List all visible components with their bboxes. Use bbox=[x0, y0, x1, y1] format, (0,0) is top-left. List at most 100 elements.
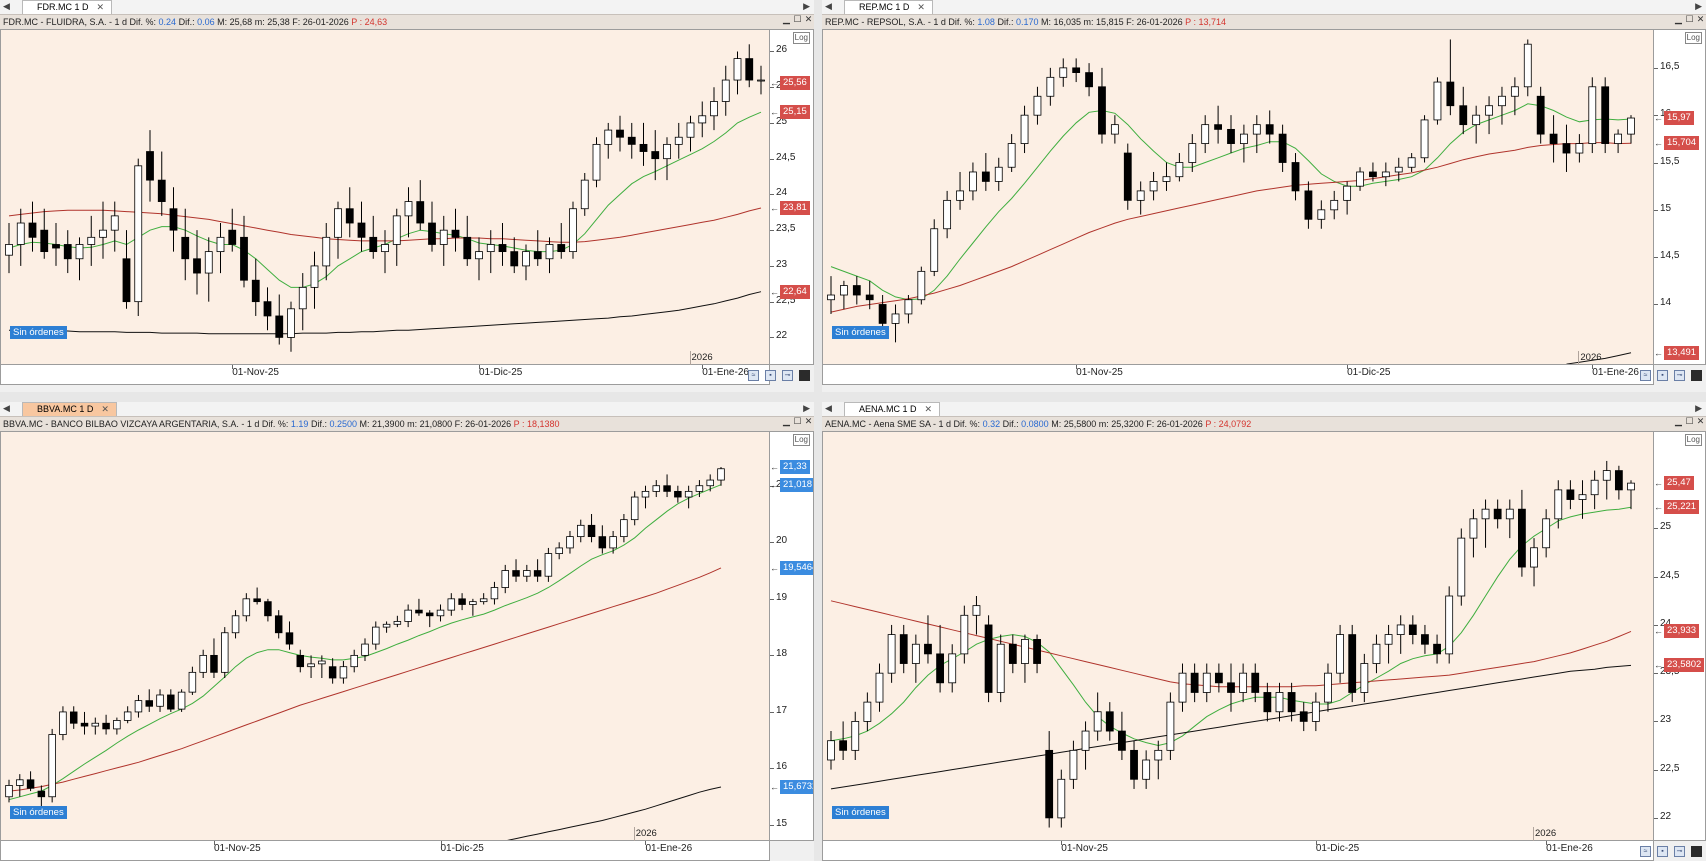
tab-chart[interactable]: REP.MC 1 D ✕ bbox=[844, 0, 933, 14]
candle bbox=[69, 706, 78, 729]
candle bbox=[1493, 499, 1502, 529]
candle-body-up bbox=[1007, 143, 1016, 168]
candle bbox=[924, 615, 932, 664]
plot-area[interactable] bbox=[822, 29, 1654, 365]
close-icon[interactable]: ✕ bbox=[101, 404, 109, 414]
candle bbox=[134, 158, 143, 316]
horizontal-divider[interactable] bbox=[0, 392, 1706, 402]
save-icon[interactable]: ▪ bbox=[1657, 369, 1668, 381]
log-toggle[interactable]: Log bbox=[792, 434, 810, 446]
black-square-icon[interactable] bbox=[1691, 845, 1702, 857]
maximize-icon[interactable]: ☐ bbox=[1685, 416, 1694, 426]
close-window-icon[interactable]: ✕ bbox=[804, 416, 813, 426]
price-tag-label: 21,018 bbox=[783, 478, 813, 490]
maximize-icon[interactable]: ☐ bbox=[793, 416, 802, 426]
tab-scroll-right-icon[interactable]: ▶ bbox=[803, 1, 810, 11]
plot-area[interactable] bbox=[0, 29, 770, 365]
tab-scroll-right-icon[interactable]: ▶ bbox=[1695, 403, 1702, 413]
candle bbox=[917, 266, 926, 305]
close-icon[interactable]: ✕ bbox=[917, 2, 925, 12]
close-icon[interactable]: ✕ bbox=[96, 2, 105, 12]
candle bbox=[1105, 702, 1114, 741]
black-square-icon[interactable] bbox=[799, 369, 810, 381]
time-axis[interactable]: 01-Nov-25 01-Dic-25 01-Ene-26 bbox=[0, 841, 770, 861]
tab-chart-active[interactable]: BBVA.MC 1 D ✕ bbox=[22, 402, 117, 416]
price-axis[interactable]: Log 1414,51515,51616,5←15,97←15,704←13,4… bbox=[1654, 29, 1706, 365]
wave-icon[interactable]: ≈ bbox=[748, 369, 759, 381]
pin-icon[interactable]: ⊸ bbox=[1674, 845, 1685, 857]
maximize-icon[interactable]: ☐ bbox=[1685, 14, 1694, 24]
candle-body-down bbox=[745, 58, 754, 81]
candle bbox=[721, 65, 730, 116]
tab-scroll-right-icon[interactable]: ▶ bbox=[803, 403, 810, 413]
black-square-icon[interactable] bbox=[1691, 369, 1702, 381]
wave-icon[interactable]: ≈ bbox=[1640, 845, 1651, 857]
tab-scroll-left-icon[interactable]: ◀ bbox=[3, 1, 10, 11]
price-axis[interactable]: Log 15161718192021←21,33←21,018←19,5464←… bbox=[770, 431, 814, 841]
wave-icon[interactable]: ≈ bbox=[1640, 369, 1651, 381]
header-pct: 0.32 bbox=[982, 419, 1001, 429]
pin-icon[interactable]: ⊸ bbox=[782, 369, 793, 381]
log-toggle[interactable]: Log bbox=[1684, 434, 1702, 446]
time-axis[interactable]: 01-Nov-25 01-Dic-25 01-Ene-26 bbox=[822, 841, 1654, 861]
candle-body-up bbox=[1590, 479, 1599, 496]
candle bbox=[318, 655, 326, 678]
candle-body-down bbox=[1493, 508, 1502, 520]
y-tick-label: 22,5 bbox=[776, 294, 796, 306]
close-window-icon[interactable]: ✕ bbox=[804, 14, 813, 24]
candle-body-up bbox=[544, 553, 553, 577]
plot-area[interactable] bbox=[822, 431, 1654, 841]
minimize-icon[interactable]: ▁ bbox=[783, 416, 790, 426]
tab-scroll-right-icon[interactable]: ▶ bbox=[1695, 1, 1702, 11]
plot-area[interactable] bbox=[0, 431, 770, 841]
year-separator bbox=[1533, 827, 1535, 841]
tab-chart[interactable]: FDR.MC 1 D ✕ bbox=[22, 0, 113, 14]
arrow-left-icon: ← bbox=[770, 781, 779, 792]
candle-body-up bbox=[404, 201, 413, 217]
candle bbox=[852, 276, 861, 305]
candle-body-up bbox=[674, 136, 683, 145]
save-icon[interactable]: ▪ bbox=[1657, 845, 1668, 857]
vertical-divider[interactable] bbox=[814, 0, 822, 861]
candle bbox=[533, 230, 542, 266]
tab-scroll-left-icon[interactable]: ◀ bbox=[825, 1, 832, 11]
arrow-left-icon: ← bbox=[1654, 138, 1663, 149]
y-tick-label: 20 bbox=[776, 535, 788, 547]
close-window-icon[interactable]: ✕ bbox=[1696, 416, 1705, 426]
candle bbox=[458, 593, 466, 611]
sin-ordenes-badge[interactable]: Sin órdenes bbox=[10, 806, 67, 819]
minimize-icon[interactable]: ▁ bbox=[783, 14, 790, 24]
tab-scroll-left-icon[interactable]: ◀ bbox=[3, 403, 10, 413]
y-tick-mark bbox=[770, 485, 774, 487]
candle bbox=[156, 689, 164, 712]
pin-icon[interactable]: ⊸ bbox=[1674, 369, 1685, 381]
minimize-icon[interactable]: ▁ bbox=[1675, 14, 1682, 24]
log-toggle[interactable]: Log bbox=[1684, 32, 1702, 44]
candle bbox=[969, 162, 977, 201]
save-icon[interactable]: ▪ bbox=[765, 369, 776, 381]
tab-chart[interactable]: AENA.MC 1 D ✕ bbox=[844, 402, 941, 416]
sin-ordenes-badge[interactable]: Sin órdenes bbox=[832, 326, 889, 339]
candle bbox=[1369, 162, 1377, 182]
candle-body-down bbox=[899, 634, 908, 664]
candle bbox=[1081, 721, 1090, 770]
price-axis[interactable]: Log 2222,52323,52424,525←25,47←25,221←23… bbox=[1654, 431, 1706, 841]
header-dif: 0.06 bbox=[197, 17, 215, 27]
close-icon[interactable]: ✕ bbox=[924, 404, 933, 414]
log-toggle[interactable]: Log bbox=[792, 32, 810, 44]
sin-ordenes-badge[interactable]: Sin órdenes bbox=[832, 806, 889, 819]
price-axis[interactable]: Log 2222,52323,52424,52525,526←25,56←25,… bbox=[770, 29, 814, 365]
candle bbox=[392, 208, 401, 266]
candle-body-down bbox=[145, 700, 153, 707]
candle-body-down bbox=[458, 598, 466, 605]
sin-ordenes-badge[interactable]: Sin órdenes bbox=[10, 326, 67, 339]
candle-body-up bbox=[555, 547, 563, 554]
close-window-icon[interactable]: ✕ bbox=[1696, 14, 1705, 24]
tab-bar: ◀ AENA.MC 1 D ✕ ▶ bbox=[822, 402, 1706, 416]
maximize-icon[interactable]: ☐ bbox=[793, 14, 802, 24]
minimize-icon[interactable]: ▁ bbox=[1675, 416, 1682, 426]
tab-scroll-left-icon[interactable]: ◀ bbox=[825, 403, 832, 413]
time-axis[interactable]: 01-Nov-25 01-Dic-25 01-Ene-26 bbox=[0, 365, 770, 385]
chart-header: AENA.MC - Aena SME SA - 1 d Dif. %: 0.32… bbox=[822, 416, 1706, 432]
time-axis[interactable]: 01-Nov-25 01-Dic-25 01-Ene-26 bbox=[822, 365, 1654, 385]
